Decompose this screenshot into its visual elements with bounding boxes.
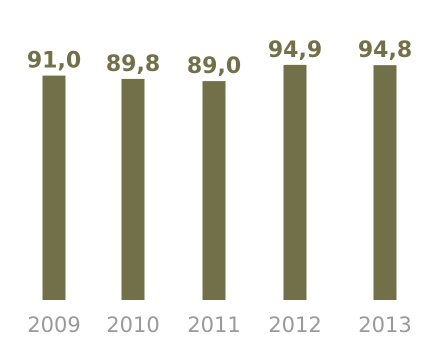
bars-group [42,64,397,301]
x-tick-label-2012: 2012 [268,313,321,337]
bar-2012 [283,64,307,300]
value-label-2011: 89,0 [187,54,241,79]
value-label-2010: 89,8 [106,52,160,77]
bar-2011 [202,81,226,300]
bar-2013 [373,65,397,301]
x-tick-label-2010: 2010 [106,313,159,337]
value-label-2012: 94,9 [268,38,322,63]
bar-2010 [121,78,145,301]
value-labels-group: 91,0 89,8 89,0 94,9 94,8 [27,38,412,79]
x-tick-labels-group: 2009 2010 2011 2012 2013 [27,313,411,337]
x-tick-label-2009: 2009 [27,313,80,337]
bar-2009 [42,75,66,300]
value-label-2013: 94,8 [358,38,412,63]
x-tick-label-2013: 2013 [358,313,411,337]
value-label-2009: 91,0 [27,49,81,74]
x-tick-label-2011: 2011 [187,313,240,337]
